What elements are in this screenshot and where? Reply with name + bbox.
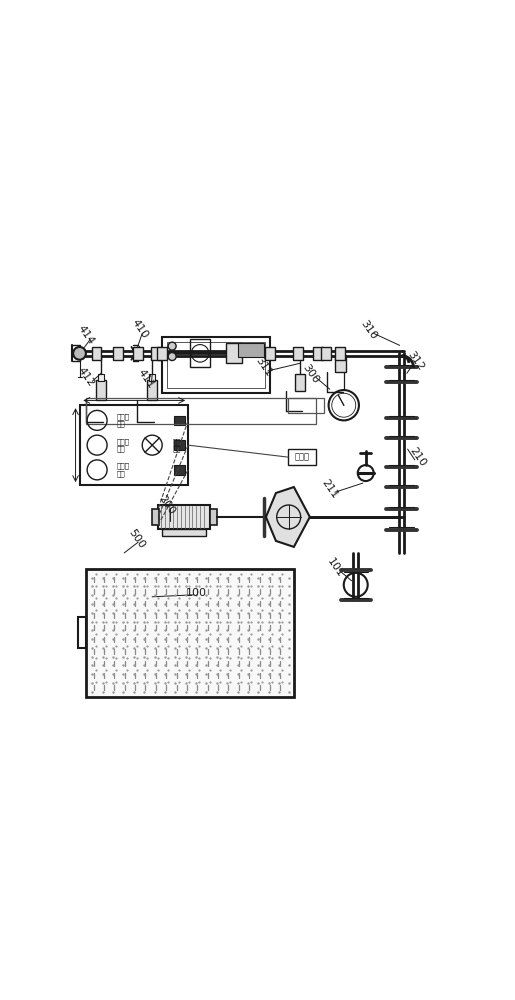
Bar <box>174 465 185 475</box>
Bar <box>210 509 217 525</box>
Bar <box>190 339 210 367</box>
Bar <box>98 374 104 381</box>
Bar <box>133 347 143 360</box>
Text: 300: 300 <box>301 363 321 386</box>
Text: 312: 312 <box>405 349 426 372</box>
Text: 旋转
开关: 旋转 开关 <box>173 438 181 452</box>
Text: 压力表
高位: 压力表 高位 <box>116 413 129 427</box>
Bar <box>288 449 316 465</box>
Text: 101: 101 <box>325 557 345 580</box>
Bar <box>321 347 331 360</box>
Text: 200: 200 <box>156 493 176 517</box>
Text: 压力表
低位: 压力表 低位 <box>116 438 129 452</box>
Text: 压力表
中位: 压力表 中位 <box>116 463 129 477</box>
Bar <box>151 347 161 360</box>
Bar <box>293 347 303 360</box>
Bar <box>158 505 210 529</box>
Text: 410: 410 <box>130 318 150 341</box>
Text: 311: 311 <box>254 356 274 379</box>
Bar <box>80 405 188 485</box>
Text: 500: 500 <box>126 527 146 550</box>
Circle shape <box>73 347 86 360</box>
Polygon shape <box>266 487 310 547</box>
Bar <box>147 380 158 400</box>
Bar <box>162 337 270 393</box>
Bar <box>113 347 123 360</box>
Bar <box>335 355 346 372</box>
Text: 411: 411 <box>136 368 157 391</box>
Bar <box>87 398 316 424</box>
Circle shape <box>168 342 176 350</box>
Bar <box>238 343 264 357</box>
Text: 接电源: 接电源 <box>295 453 310 462</box>
Text: 100: 100 <box>185 588 207 598</box>
Bar <box>158 347 167 360</box>
Bar <box>149 374 156 381</box>
Bar <box>295 374 305 391</box>
Text: 414: 414 <box>76 324 96 347</box>
Bar <box>265 347 274 360</box>
Text: 211: 211 <box>320 478 340 501</box>
Circle shape <box>168 353 176 361</box>
Bar <box>167 342 265 388</box>
Bar <box>152 509 159 525</box>
Bar <box>96 380 106 400</box>
Text: 412: 412 <box>76 366 96 389</box>
Bar <box>174 416 185 425</box>
Bar <box>335 347 345 360</box>
Bar <box>313 347 322 360</box>
Bar <box>288 398 324 413</box>
Bar <box>226 343 242 363</box>
Bar <box>87 569 294 697</box>
Bar <box>162 529 206 536</box>
Bar <box>92 347 101 360</box>
Text: 210: 210 <box>407 446 428 469</box>
Bar <box>174 440 185 450</box>
Bar <box>78 617 87 648</box>
Text: 310: 310 <box>358 318 379 341</box>
